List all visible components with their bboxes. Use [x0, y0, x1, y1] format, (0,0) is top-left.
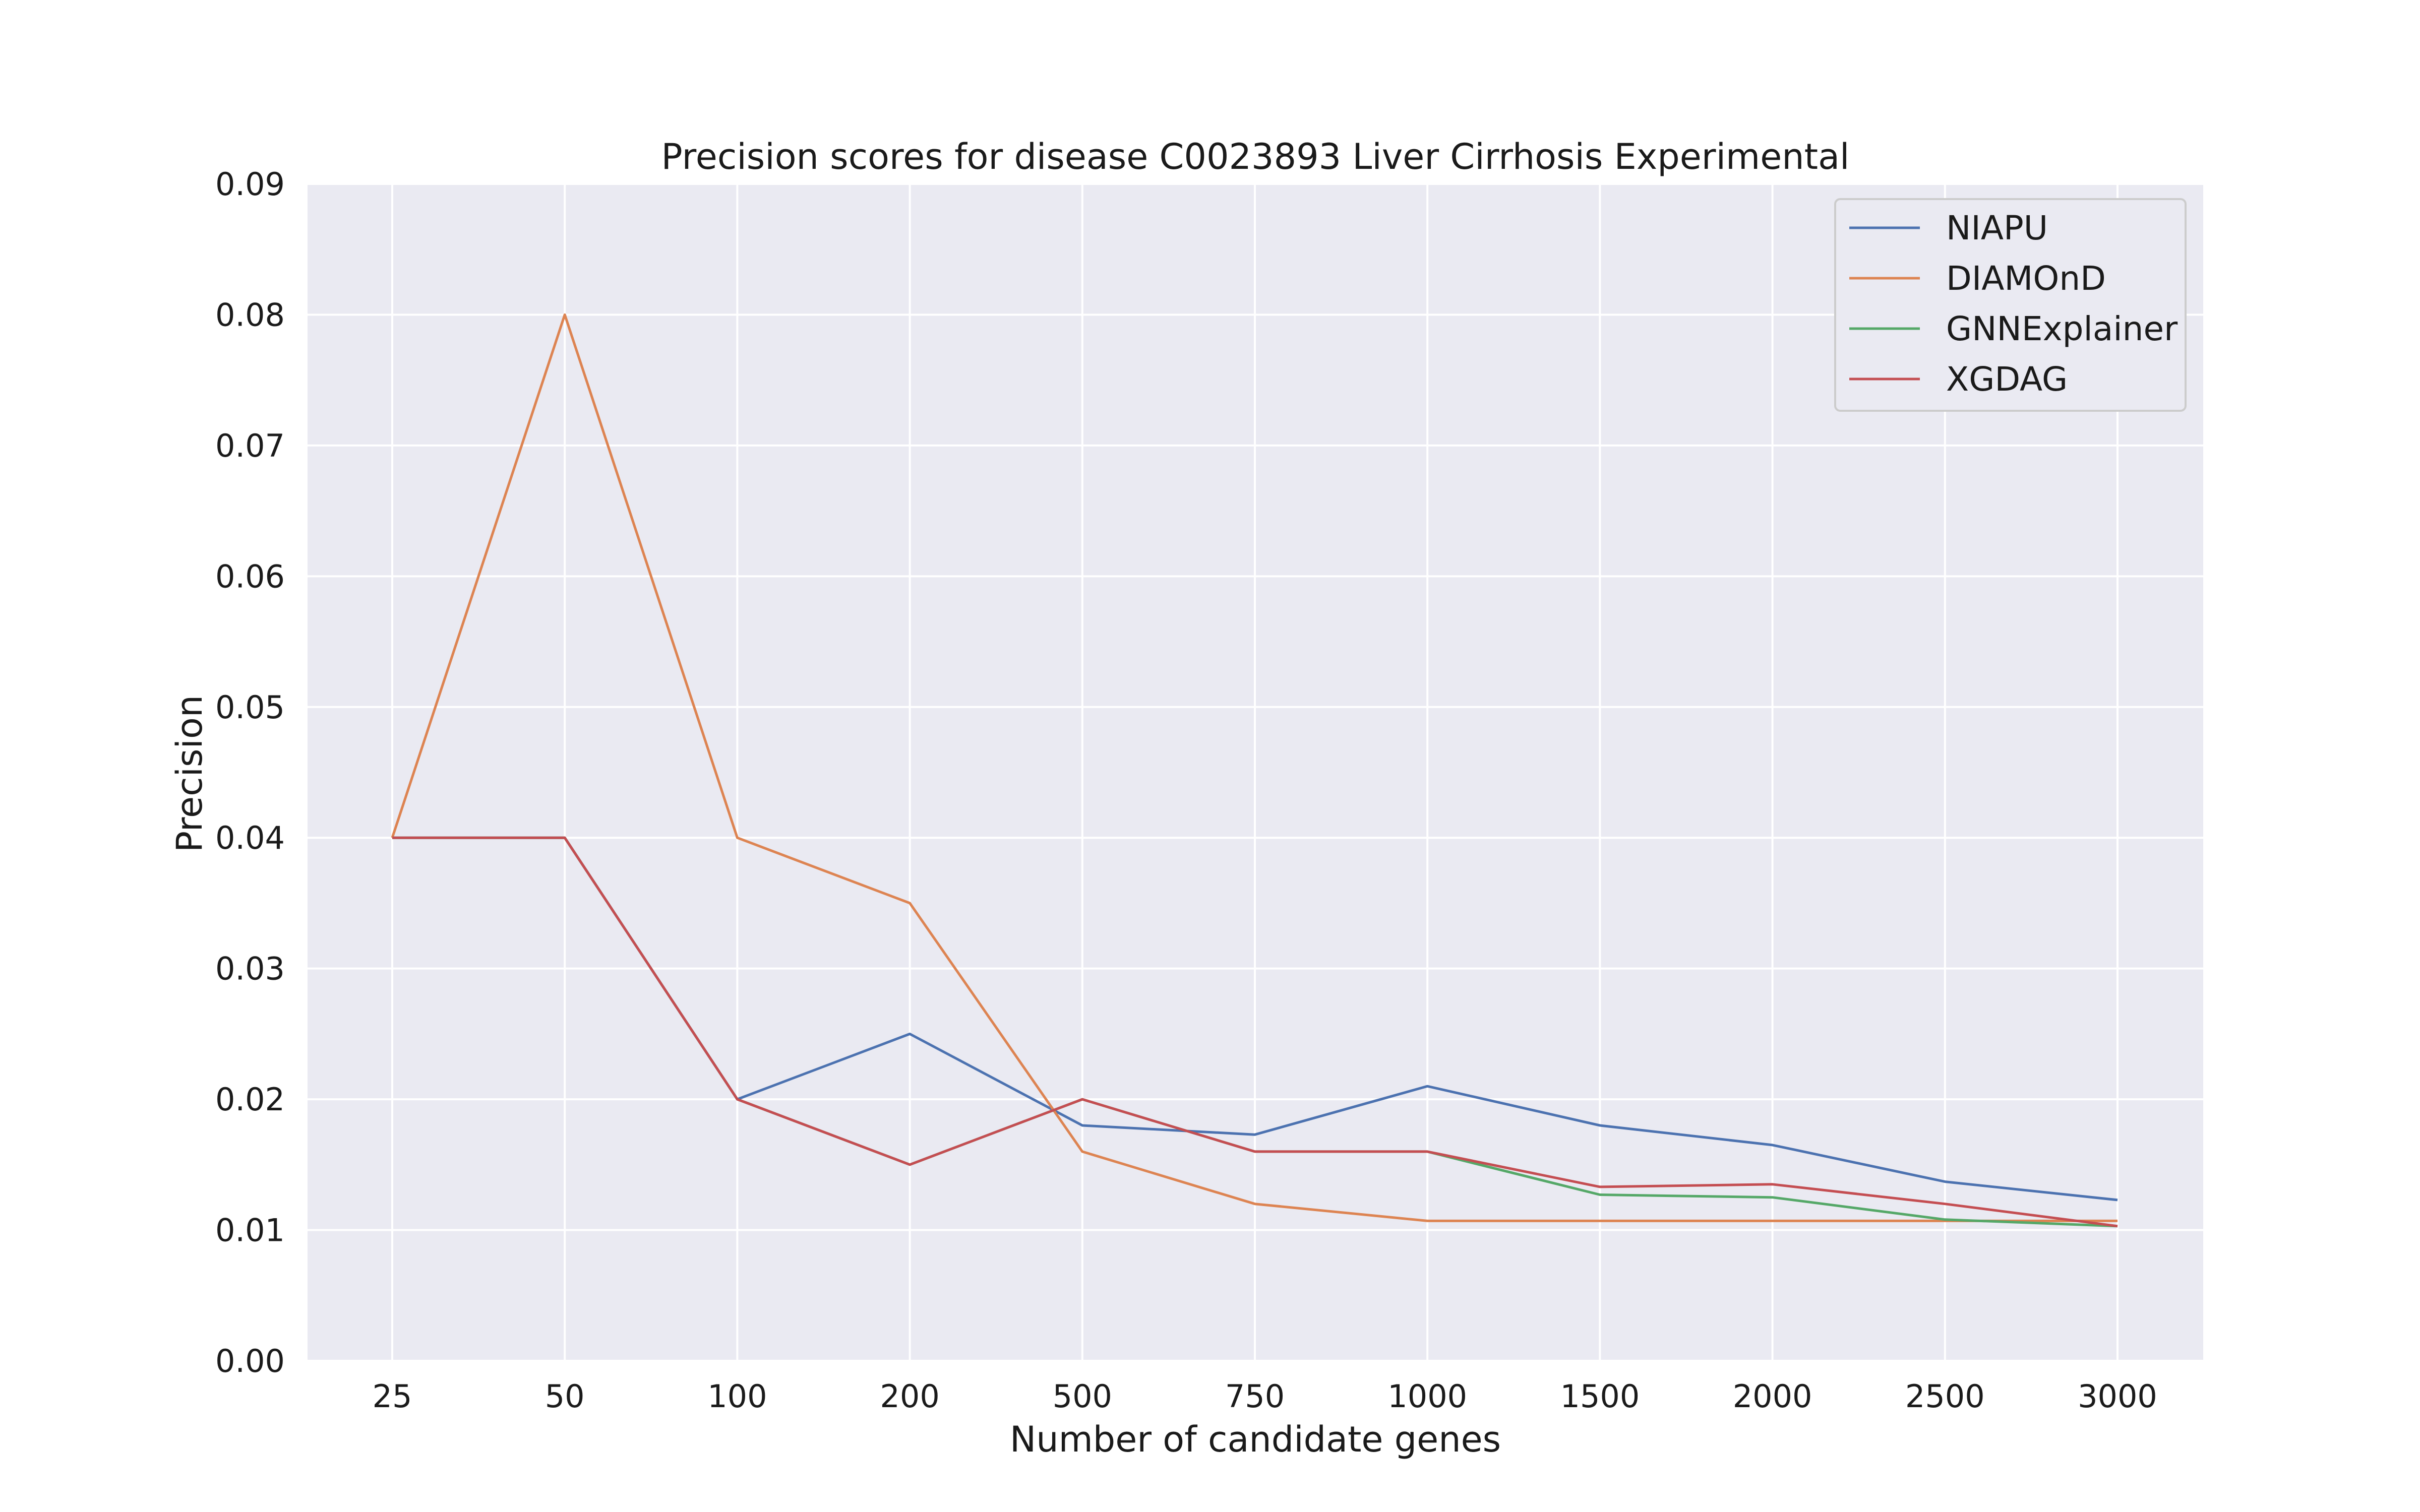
x-tick-label: 750	[1225, 1378, 1285, 1415]
chart-title: Precision scores for disease C0023893 Li…	[661, 136, 1850, 177]
x-tick-label: 2500	[1905, 1378, 1985, 1415]
legend-frame	[1834, 198, 2187, 412]
legend-label: DIAMOnD	[1946, 259, 2106, 298]
y-axis-title: Precision	[169, 695, 210, 852]
x-tick-label: 50	[545, 1378, 585, 1415]
x-tick-label: 2000	[1733, 1378, 1812, 1415]
y-tick-label: 0.04	[215, 820, 285, 856]
x-tick-label: 1500	[1560, 1378, 1640, 1415]
y-tick-label: 0.05	[215, 689, 285, 726]
x-axis-title: Number of candidate genes	[1010, 1419, 1501, 1460]
x-tick-label: 100	[707, 1378, 767, 1415]
series-line-xgdag	[392, 836, 2118, 1228]
x-tick-label: 25	[373, 1378, 412, 1415]
y-tick-label: 0.01	[215, 1212, 285, 1249]
x-tick-labels: 25 50 100 200 500 750 1000 1500 2000 2500 3000	[373, 1378, 2157, 1415]
y-tick-label: 0.09	[215, 166, 285, 203]
legend: NIAPU DIAMOnD GNNExplainer XGDAG	[1834, 198, 2187, 412]
x-tick-label: 200	[880, 1378, 939, 1415]
y-tick-label: 0.02	[215, 1081, 285, 1118]
y-tick-label: 0.00	[215, 1343, 285, 1379]
legend-label: GNNExplainer	[1946, 309, 2178, 348]
y-tick-label: 0.07	[215, 427, 285, 464]
y-tick-label: 0.06	[215, 558, 285, 595]
series-line-diamond	[391, 313, 2118, 1222]
y-tick-label: 0.08	[215, 296, 285, 333]
x-tick-label: 3000	[2078, 1378, 2157, 1415]
legend-label: XGDAG	[1946, 360, 2068, 399]
x-tick-label: 500	[1053, 1378, 1112, 1415]
x-tick-label: 1000	[1387, 1378, 1467, 1415]
legend-label: NIAPU	[1946, 209, 2048, 247]
y-tick-labels: 0.00 0.01 0.02 0.03 0.04 0.05 0.06 0.07 0.08 0.09	[215, 166, 285, 1379]
series-group	[391, 313, 2118, 1228]
y-tick-label: 0.03	[215, 951, 285, 987]
